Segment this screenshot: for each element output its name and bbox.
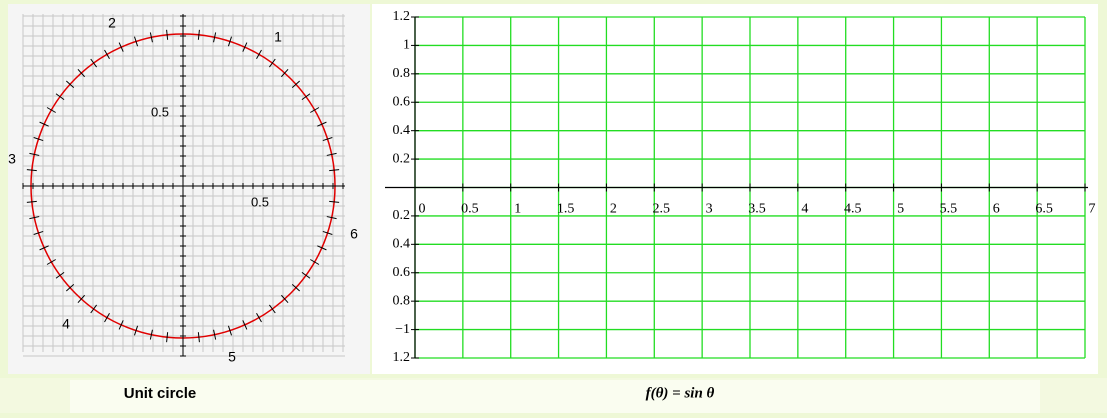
x-tick-label: 1 bbox=[514, 202, 521, 217]
circle-tick bbox=[213, 32, 217, 43]
circle-tick bbox=[310, 259, 320, 265]
circle-tick bbox=[326, 216, 337, 220]
circle-tick bbox=[118, 320, 124, 330]
x-tick-label: 2 bbox=[610, 202, 617, 217]
circle-tick bbox=[329, 200, 340, 203]
point-label: 6 bbox=[350, 226, 358, 242]
circle-tick bbox=[310, 107, 320, 113]
circle-tick bbox=[104, 49, 110, 59]
circle-tick bbox=[301, 271, 311, 279]
point-label: 2 bbox=[108, 15, 116, 31]
circle-tick bbox=[46, 107, 56, 113]
circle-tick bbox=[65, 80, 75, 89]
circle-tick bbox=[291, 283, 301, 292]
y-tick-label: 1 bbox=[403, 38, 410, 53]
circle-tick bbox=[33, 230, 44, 235]
circle-tick bbox=[242, 320, 248, 330]
circle-tick bbox=[227, 36, 232, 47]
x-tick-label: 4 bbox=[801, 202, 808, 217]
graph-panel bbox=[372, 4, 1098, 374]
y-tick-label: 1.2 bbox=[393, 9, 411, 24]
circle-tick bbox=[326, 152, 337, 156]
circle-tick bbox=[46, 259, 56, 265]
circle-tick bbox=[77, 68, 86, 78]
caption-strip bbox=[70, 380, 1040, 413]
circle-tick bbox=[26, 200, 37, 203]
circle-tick bbox=[227, 325, 232, 336]
circle-tick bbox=[197, 332, 200, 343]
x-tick-label: 3 bbox=[706, 202, 713, 217]
x-tick-label: 0.5 bbox=[461, 202, 479, 217]
point-label: 1 bbox=[274, 29, 282, 45]
x-tick-label: 5.5 bbox=[940, 202, 958, 217]
circle-tick bbox=[256, 49, 262, 59]
y-tick-label: 0.6 bbox=[393, 265, 411, 280]
x-tick-label: 7 bbox=[1089, 202, 1096, 217]
axis-label: 0.5 bbox=[151, 104, 169, 119]
point-label: 3 bbox=[8, 151, 16, 167]
circle-tick bbox=[55, 271, 65, 279]
circle-tick bbox=[39, 245, 49, 251]
circle-tick bbox=[329, 169, 340, 172]
y-tick-label: 0.4 bbox=[393, 237, 411, 252]
x-tick-label: 1.5 bbox=[557, 202, 575, 217]
graph-caption: f(θ) = sin θ bbox=[646, 385, 715, 401]
y-tick-label: 0.8 bbox=[393, 66, 411, 81]
circle-tick bbox=[166, 332, 169, 343]
x-tick-label: 5 bbox=[897, 202, 904, 217]
circle-tick bbox=[39, 121, 49, 127]
circle-tick bbox=[90, 58, 98, 68]
circle-tick bbox=[77, 294, 86, 304]
y-tick-label: 0.2 bbox=[393, 208, 411, 223]
circle-tick bbox=[149, 329, 153, 340]
circle-tick bbox=[256, 313, 262, 323]
circle-tick bbox=[149, 32, 153, 43]
circle-tick bbox=[322, 137, 333, 142]
circle-tick bbox=[134, 36, 139, 47]
y-tick-label: 0.8 bbox=[393, 293, 411, 308]
x-tick-label: 2.5 bbox=[653, 202, 671, 217]
point-label: 5 bbox=[228, 349, 236, 365]
circle-tick bbox=[301, 93, 311, 101]
circle-tick bbox=[242, 42, 248, 52]
circle-tick bbox=[268, 304, 276, 314]
x-tick-label: 6 bbox=[993, 202, 1000, 217]
circle-tick bbox=[268, 58, 276, 68]
x-tick-label: 6.5 bbox=[1035, 202, 1053, 217]
circle-caption: Unit circle bbox=[124, 385, 197, 402]
circle-tick bbox=[134, 325, 139, 336]
circle-tick bbox=[280, 68, 289, 78]
circle-tick bbox=[33, 137, 44, 142]
y-tick-label: 1.2 bbox=[393, 350, 411, 365]
circle-tick bbox=[90, 304, 98, 314]
circle-tick bbox=[55, 93, 65, 101]
x-tick-label: 0 bbox=[419, 202, 426, 217]
circle-tick bbox=[29, 152, 40, 156]
x-tick-label: 3.5 bbox=[748, 202, 766, 217]
y-tick-label: −1 bbox=[395, 322, 410, 337]
circle-tick bbox=[280, 294, 289, 304]
circle-tick bbox=[213, 329, 217, 340]
circle-tick bbox=[118, 42, 124, 52]
circle-tick bbox=[104, 313, 110, 323]
circle-tick bbox=[291, 80, 301, 89]
x-tick-label: 4.5 bbox=[844, 202, 862, 217]
circle-tick bbox=[197, 29, 200, 40]
circle-tick bbox=[166, 29, 169, 40]
circle-tick bbox=[29, 216, 40, 220]
circle-tick bbox=[26, 169, 37, 172]
y-tick-label: 0.6 bbox=[393, 94, 411, 109]
y-tick-label: 0.2 bbox=[393, 151, 411, 166]
point-label: 4 bbox=[62, 316, 70, 332]
circle-tick bbox=[317, 121, 327, 127]
axis-label: 0.5 bbox=[251, 194, 269, 209]
y-tick-label: 0.4 bbox=[393, 123, 411, 138]
circle-tick bbox=[317, 245, 327, 251]
circle-tick bbox=[322, 230, 333, 235]
circle-tick bbox=[65, 283, 75, 292]
